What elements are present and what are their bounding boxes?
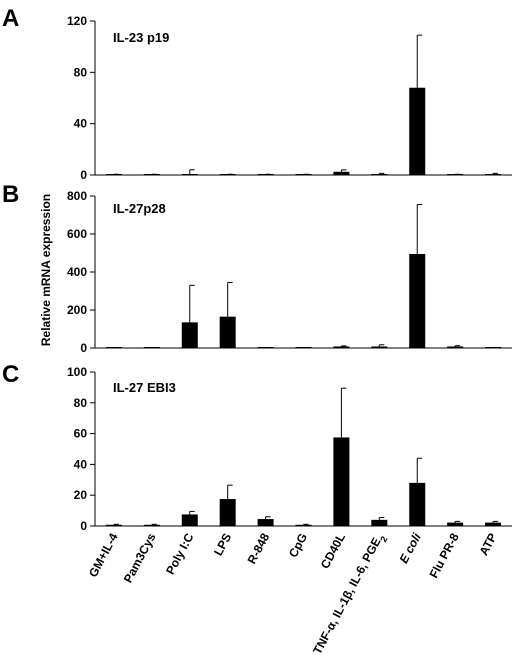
- bar: [447, 522, 464, 526]
- category-label: Flu PR-8: [427, 531, 462, 581]
- category-label: CpG: [286, 531, 310, 560]
- bar: [181, 514, 198, 526]
- y-tick-label: 0: [80, 168, 87, 182]
- bar: [295, 524, 312, 526]
- panel-b-title: IL-27p28: [113, 201, 166, 216]
- panel-letter-c: C: [2, 361, 19, 388]
- bar: [371, 346, 388, 348]
- plot-c: 0 20 40 60 80 100: [67, 365, 512, 533]
- y-tick-label: 800: [67, 189, 87, 203]
- bar: [409, 253, 426, 348]
- bar: [257, 519, 274, 526]
- bar: [105, 524, 122, 526]
- bar: [333, 346, 350, 348]
- y-tick-label: 200: [67, 303, 87, 317]
- y-tick-label: 80: [74, 396, 88, 410]
- y-tick-label: 0: [80, 341, 87, 355]
- y-tick-label: 80: [74, 65, 88, 79]
- y-tick-label: 40: [74, 457, 88, 471]
- panel-c-title: IL-27 EBI3: [113, 380, 176, 395]
- y-tick-label: 400: [67, 265, 87, 279]
- y-tick-label: 120: [67, 14, 87, 28]
- bar: [181, 174, 198, 175]
- category-label: Poly I:C: [163, 531, 196, 577]
- y-tick-label: 600: [67, 227, 87, 241]
- bar: [143, 524, 160, 526]
- category-label: ATP: [476, 531, 499, 558]
- y-tick-label: 0: [80, 519, 87, 533]
- y-tick-label: 100: [67, 365, 87, 379]
- panel-letter-a: A: [2, 5, 19, 32]
- panel-b: B IL-27p28 0 200 400 600 800: [2, 181, 512, 355]
- category-label: E coli: [396, 530, 424, 565]
- bar: [409, 87, 426, 175]
- bar: [485, 522, 502, 526]
- category-label: CD40L: [318, 531, 348, 571]
- y-tick-label: 60: [74, 427, 88, 441]
- category-label: GM+IL-4: [86, 531, 121, 580]
- bar: [447, 346, 464, 348]
- y-axis-label: Relative mRNA expression: [39, 194, 53, 346]
- bar: [219, 499, 236, 526]
- plot-a: 0 40 80 120: [67, 14, 512, 182]
- panel-letter-b: B: [2, 181, 19, 208]
- category-label: TNF-α, IL-1β, IL-6, PGE2: [310, 531, 389, 659]
- panel-a: A IL-23 p19 0 40 80 120: [2, 5, 512, 182]
- y-tick-label: 40: [74, 117, 88, 131]
- category-label: LPS: [211, 531, 234, 558]
- category-labels: GM+IL-4 Pam3Cys Poly I:C LPS R-848 CpG CD40LTN…: [86, 530, 500, 659]
- plot-b: 0 200 400 600 800: [67, 189, 512, 355]
- panel-a-title: IL-23 p19: [113, 30, 169, 45]
- bar: [219, 316, 236, 348]
- category-label: Pam3Cys: [121, 531, 159, 586]
- bar: [333, 171, 350, 175]
- bar: [409, 482, 426, 526]
- bar: [371, 519, 388, 526]
- bar: [371, 174, 388, 175]
- bar: [485, 174, 502, 175]
- category-label: R-848: [245, 531, 273, 567]
- bar: [181, 322, 198, 348]
- bar: [333, 437, 350, 526]
- y-tick-label: 20: [74, 488, 88, 502]
- panel-c: C IL-27 EBI3 0 20 40 60 80 100: [2, 361, 512, 533]
